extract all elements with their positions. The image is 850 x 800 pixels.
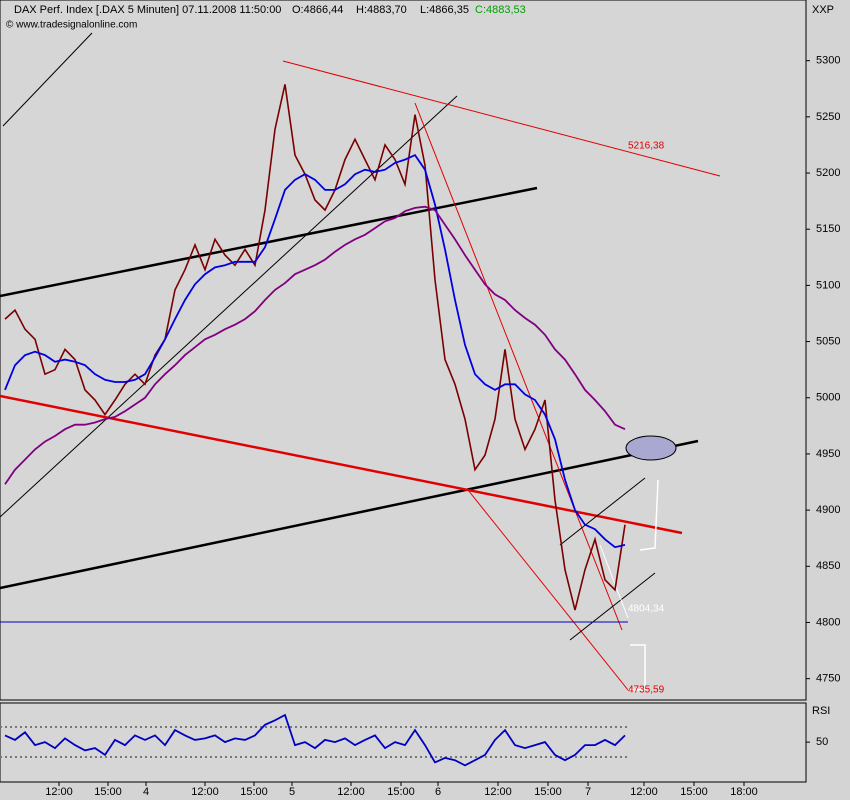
trendline: [414, 102, 623, 631]
y-tick-label: 5050: [816, 335, 840, 347]
x-tick-label: 12:00: [630, 786, 658, 798]
annotation: 5216,38: [628, 141, 665, 152]
rsi-panel: [0, 702, 807, 783]
marker-line: [599, 544, 629, 619]
x-tick-label: 15:00: [680, 786, 708, 798]
trendline: [569, 572, 656, 641]
x-tick-label: 7: [585, 786, 591, 798]
x-tick-label: 4: [143, 786, 149, 798]
x-tick-label: 12:00: [337, 786, 365, 798]
y-tick-label: 5100: [816, 279, 840, 291]
ohlc-high: H:4883,70: [356, 4, 407, 16]
marker-line: [639, 479, 659, 551]
rsi-title: RSI: [812, 705, 830, 717]
chart-title: DAX Perf. Index [.DAX 5 Minuten] 07.11.2…: [14, 4, 281, 16]
x-tick-label: 6: [435, 786, 441, 798]
y-tick-label: 4800: [816, 616, 840, 628]
series-line: [4, 713, 626, 767]
y-tick-label: 4750: [816, 673, 840, 685]
series-line: [4, 153, 626, 549]
y-tick-label: 5300: [816, 55, 840, 67]
ohlc-close: C:4883,53: [475, 4, 526, 16]
y-tick-label: 4850: [816, 560, 840, 572]
y-tick-label: 4950: [816, 448, 840, 460]
ohlc-open: O:4866,44: [292, 4, 343, 16]
trendline: [282, 60, 721, 177]
trendline: [0, 186, 538, 298]
y-tick-label: 5000: [816, 392, 840, 404]
y-tick-label: 4900: [816, 504, 840, 516]
x-tick-label: 15:00: [534, 786, 562, 798]
source: © www.tradesignalonline.com: [6, 20, 137, 31]
series-line: [4, 205, 626, 485]
highlight-ellipse: [625, 435, 677, 461]
trendline: [2, 32, 93, 127]
drawn-trendlines: [0, 32, 721, 691]
ohlc-low: L:4866,35: [420, 4, 469, 16]
y-tick-label: 5250: [816, 111, 840, 123]
marker-line: [628, 644, 646, 691]
x-tick-label: 5: [289, 786, 295, 798]
y-tick-label: 5200: [816, 167, 840, 179]
symbol: XXP: [812, 4, 834, 16]
x-tick-label: 18:00: [730, 786, 758, 798]
trendline: [559, 477, 646, 546]
x-tick-label: 12:00: [191, 786, 219, 798]
x-tick-label: 15:00: [387, 786, 415, 798]
y-tick-label: 50: [816, 736, 828, 748]
annotation: 4735,59: [628, 685, 665, 696]
x-tick-label: 15:00: [240, 786, 268, 798]
x-tick-label: 12:00: [484, 786, 512, 798]
trendline: [0, 394, 683, 535]
x-tick-label: 12:00: [45, 786, 73, 798]
x-tick-label: 15:00: [94, 786, 122, 798]
annotation: 4804,34: [628, 604, 665, 615]
trendline: [0, 439, 699, 590]
y-tick-label: 5150: [816, 223, 840, 235]
trendline: [0, 95, 458, 518]
series-line: [4, 84, 626, 611]
price-panel: [0, 0, 807, 701]
trendline: [467, 489, 629, 691]
